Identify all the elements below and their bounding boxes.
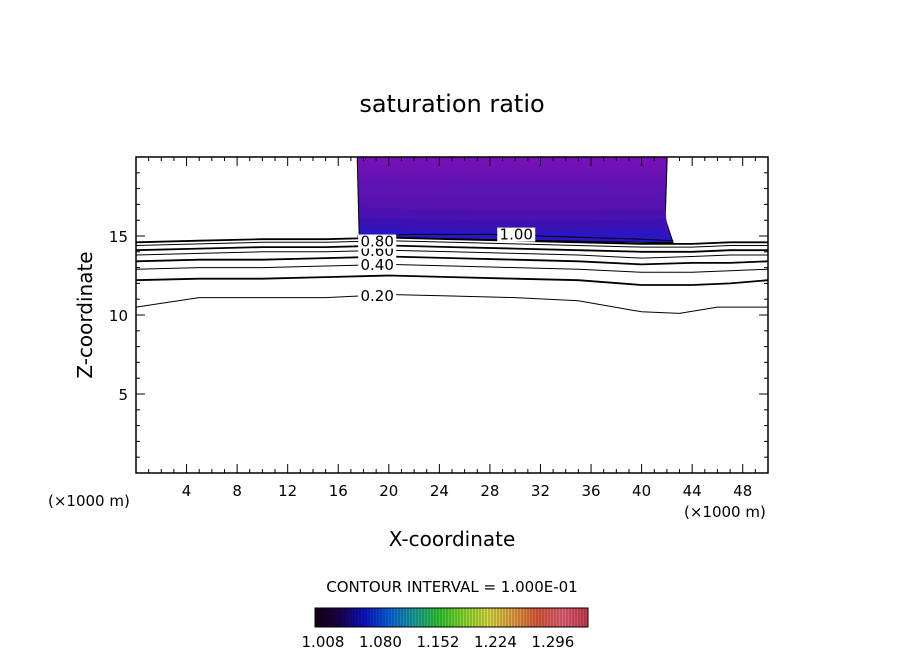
colorbar-tick-label: 1.224 (474, 633, 517, 651)
x-tick-label: 20 (379, 482, 398, 500)
contour-line-0-8 (136, 240, 768, 248)
contour-labels: 0.200.400.600.80 1.00 (358, 226, 536, 305)
x-tick-label: 28 (480, 482, 499, 500)
x-tick-label: 32 (531, 482, 550, 500)
x-tick-label: 8 (232, 482, 242, 500)
contour-label-bg (358, 258, 397, 273)
colorbar-tick-label: 1.008 (302, 633, 345, 651)
y-tick-label: 5 (118, 386, 128, 404)
colorbar-tick-label: 1.152 (416, 633, 459, 651)
contour-line-0-7 (136, 244, 768, 253)
contour-label: 1.00 (500, 226, 533, 244)
contour-label-bg (358, 234, 397, 249)
colorbar-labels: 1.008 1.080 1.152 1.224 1.296 (302, 633, 575, 651)
filled-band-1 (360, 187, 670, 241)
x-tick-label: 44 (683, 482, 702, 500)
x-unit-label: (×1000 m) (684, 503, 766, 521)
contour-lines (136, 233, 768, 314)
contour-line-0-3 (136, 274, 768, 286)
x-tick-label: 4 (182, 482, 192, 500)
y-tick-label: 10 (109, 307, 128, 325)
colorbar-stripes (317, 608, 586, 627)
contour-label-bg (497, 227, 536, 242)
x-axis-label: X-coordinate (389, 527, 516, 551)
x-tick-label: 12 (278, 482, 297, 500)
contour-label: 0.80 (360, 233, 393, 251)
x-tick-label: 36 (581, 482, 600, 500)
filled-band-2 (360, 197, 670, 241)
x-tick-label: 16 (329, 482, 348, 500)
colorbar (314, 607, 589, 628)
contour-interval-label: CONTOUR INTERVAL = 1.000E-01 (326, 578, 577, 596)
contour-line-0-9 (136, 236, 768, 245)
x-tick-label: 40 (632, 482, 651, 500)
contour-label: 0.40 (360, 256, 393, 274)
colorbar-tick-label: 1.296 (531, 633, 574, 651)
y-tick-label: 15 (109, 228, 128, 246)
contour-label: 0.20 (360, 287, 393, 305)
contour-line-0-6 (136, 249, 768, 259)
contour-line-0-4 (136, 263, 768, 273)
x-tick-label: 24 (430, 482, 449, 500)
x-tick-label: 48 (733, 482, 752, 500)
filled-contour-region (356, 157, 674, 244)
contour-line-0-2 (136, 293, 768, 314)
colorbar-tick-label: 1.080 (359, 633, 402, 651)
y-axis-label: Z-coordinate (73, 251, 97, 378)
contour-label-bg (358, 289, 397, 304)
contour-line-0-5 (136, 255, 768, 266)
filled-band-3 (360, 207, 670, 241)
contour-line-1 (357, 233, 674, 242)
y-unit-label: (×1000 m) (48, 492, 130, 510)
chart-title: saturation ratio (359, 90, 544, 118)
